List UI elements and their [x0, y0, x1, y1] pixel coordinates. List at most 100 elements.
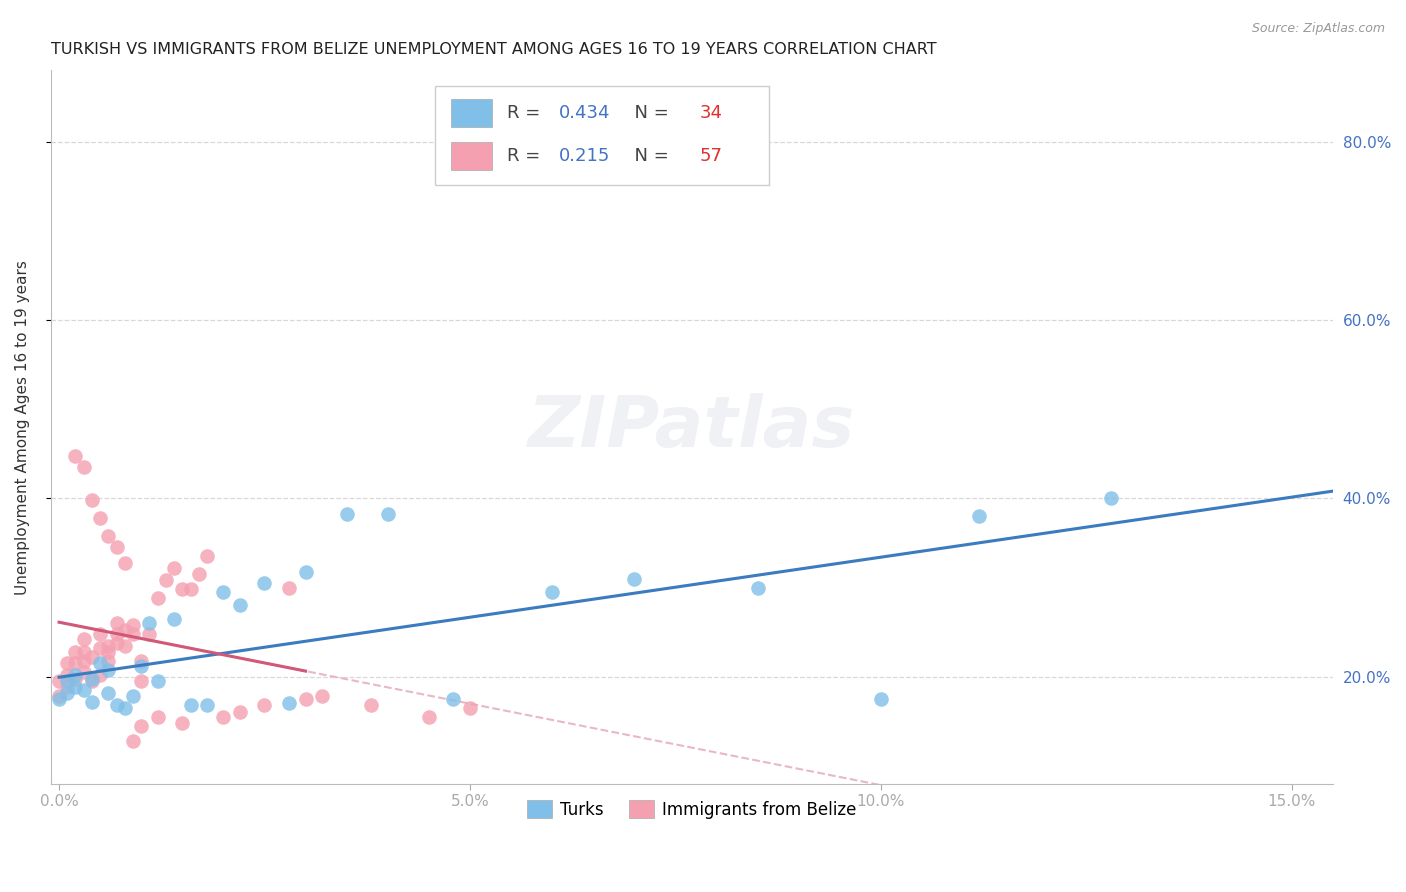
Point	[48, 674, 70, 689]
Point	[114, 639, 136, 653]
Point	[360, 698, 382, 713]
Bar	[451, 142, 492, 170]
Point	[97, 663, 120, 677]
Point	[969, 509, 991, 524]
Point	[48, 690, 70, 704]
Text: R =: R =	[508, 104, 546, 122]
Point	[172, 716, 194, 731]
FancyBboxPatch shape	[436, 87, 769, 185]
Point	[377, 508, 399, 522]
Point	[146, 674, 169, 689]
Point	[253, 576, 276, 591]
Point	[212, 585, 235, 599]
Point	[97, 639, 120, 653]
Point	[163, 612, 186, 626]
Point	[443, 692, 465, 706]
Point	[278, 581, 301, 595]
Text: N =: N =	[623, 104, 673, 122]
Point	[229, 599, 252, 613]
Point	[229, 706, 252, 720]
Point	[129, 654, 152, 668]
Point	[89, 511, 111, 525]
Point	[294, 692, 316, 706]
Point	[105, 616, 128, 631]
Point	[187, 567, 209, 582]
Point	[89, 668, 111, 682]
Point	[65, 645, 87, 659]
Point	[80, 695, 103, 709]
Point	[180, 698, 202, 713]
Point	[138, 616, 160, 631]
Point	[65, 449, 87, 463]
Point	[138, 627, 160, 641]
Point	[336, 508, 359, 522]
Point	[122, 690, 145, 704]
Text: N =: N =	[623, 147, 673, 165]
Point	[180, 582, 202, 597]
Text: 57: 57	[700, 147, 723, 165]
Point	[253, 698, 276, 713]
Point	[105, 627, 128, 641]
Point	[623, 572, 645, 586]
Point	[73, 645, 96, 659]
Point	[80, 674, 103, 689]
Point	[1099, 491, 1122, 506]
Text: Source: ZipAtlas.com: Source: ZipAtlas.com	[1251, 22, 1385, 36]
Text: 0.215: 0.215	[558, 147, 610, 165]
Point	[129, 674, 152, 689]
Point	[163, 561, 186, 575]
Point	[195, 549, 218, 564]
Point	[146, 710, 169, 724]
Y-axis label: Unemployment Among Ages 16 to 19 years: Unemployment Among Ages 16 to 19 years	[15, 260, 30, 595]
Point	[73, 665, 96, 680]
Text: 0.434: 0.434	[558, 104, 610, 122]
Point	[97, 645, 120, 659]
Point	[747, 581, 769, 595]
Point	[56, 681, 79, 695]
Point	[122, 627, 145, 641]
Point	[195, 698, 218, 713]
Point	[129, 719, 152, 733]
Point	[89, 657, 111, 671]
Legend: Turks, Immigrants from Belize: Turks, Immigrants from Belize	[520, 794, 863, 825]
Point	[122, 618, 145, 632]
Point	[869, 692, 891, 706]
Point	[114, 624, 136, 638]
Point	[311, 690, 333, 704]
Point	[89, 641, 111, 656]
Point	[458, 701, 481, 715]
Point	[146, 591, 169, 606]
Point	[80, 493, 103, 508]
Point	[129, 659, 152, 673]
Point	[80, 672, 103, 686]
Point	[541, 585, 564, 599]
Point	[65, 668, 87, 682]
Point	[97, 529, 120, 543]
Point	[114, 701, 136, 715]
Point	[294, 565, 316, 579]
Point	[114, 556, 136, 570]
Text: ZIPatlas: ZIPatlas	[529, 392, 855, 461]
Point	[155, 574, 177, 588]
Point	[97, 686, 120, 700]
Point	[73, 654, 96, 668]
Point	[56, 686, 79, 700]
Text: TURKISH VS IMMIGRANTS FROM BELIZE UNEMPLOYMENT AMONG AGES 16 TO 19 YEARS CORRELA: TURKISH VS IMMIGRANTS FROM BELIZE UNEMPL…	[51, 42, 936, 57]
Point	[48, 692, 70, 706]
Point	[122, 734, 145, 748]
Text: 34: 34	[700, 104, 723, 122]
Point	[105, 698, 128, 713]
Point	[73, 683, 96, 698]
Point	[65, 657, 87, 671]
Point	[172, 582, 194, 597]
Text: R =: R =	[508, 147, 546, 165]
Point	[97, 654, 120, 668]
Point	[105, 541, 128, 555]
Point	[56, 674, 79, 689]
Point	[105, 636, 128, 650]
Point	[65, 681, 87, 695]
Bar	[451, 99, 492, 128]
Point	[73, 460, 96, 475]
Point	[56, 668, 79, 682]
Point	[212, 710, 235, 724]
